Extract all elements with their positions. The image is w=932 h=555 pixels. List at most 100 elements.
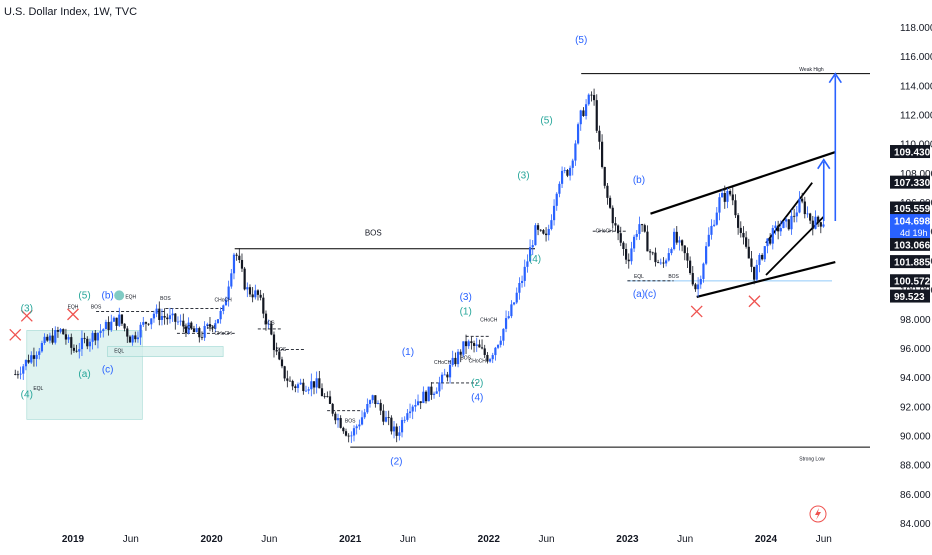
candle-body [488,359,492,362]
candle-body [48,335,52,341]
candle-body [707,234,710,247]
candle-body [438,382,441,392]
y-tick-label: 90.000 [900,431,931,442]
candle-body [817,216,820,223]
candle-body [46,336,49,341]
candle-body [571,160,574,168]
candle-body [174,313,177,322]
candle-body [574,143,577,161]
candle-body [803,201,806,215]
candle-body [216,319,220,324]
wave-label: (1) [402,347,414,358]
candle-body [422,391,425,404]
candle-body [368,400,372,405]
candle-body [104,321,108,330]
candle-body [214,323,217,329]
candle-body [91,332,94,342]
candle-body [451,357,454,365]
candle-body [211,326,214,329]
current-price-box [890,214,930,239]
structure-small-label: CHoCH [596,229,614,235]
wave-label: (1) [460,306,472,317]
candle-body [675,231,678,243]
candle-body [705,246,708,264]
candle-body [713,224,716,226]
candle-body [326,396,329,398]
candle-body [334,413,337,421]
candle-body [182,320,185,327]
candle-body [472,343,476,346]
candle-body [414,405,417,407]
candle-body [742,232,745,238]
candle-body [40,342,44,352]
candle-body [643,225,646,232]
candle-body [411,406,414,412]
candle-body [809,213,812,221]
structure-small-label: EQH [125,294,136,300]
structure-small-label: EQL [634,274,644,280]
candle-body [459,351,462,355]
wave-label: (2) [471,378,483,389]
target-arrow-high-head [828,72,842,84]
candle-body [638,224,641,234]
x-mark-icon [748,295,761,308]
y-tick-label: 86.000 [900,490,931,501]
candle-body [227,286,230,300]
candle-body [176,321,180,323]
candle-body [611,207,614,224]
candle-body [376,402,380,405]
structure-label: BOS [365,229,382,238]
price-label-box [890,175,930,189]
candle-body [147,323,150,325]
wave-label: (b) [102,290,114,301]
demand-zone-box [107,346,224,357]
layer-lines [96,72,870,448]
candle-body [304,390,308,392]
structure-small-label: EQL [114,348,124,354]
candle-body [627,259,630,262]
candle-body [43,336,46,343]
candle-body [798,198,801,213]
candle-body [608,197,612,208]
structure-label: Weak High [799,67,824,73]
candle-body [691,273,694,285]
layer-candles [14,88,825,443]
candle-body [480,347,484,349]
candle-body [550,220,553,230]
candle-body [115,317,118,326]
candle-body [400,420,404,433]
candle-body [246,287,249,290]
candle-body [363,412,366,418]
candle-body [80,337,84,350]
structure-small-label: EQL [183,325,193,331]
candle-body [342,427,345,432]
candle-body [235,254,238,256]
candle-body [142,322,145,325]
candle-body [435,391,438,394]
candle-body [403,419,406,421]
candle-body [590,94,593,96]
candle-body [547,229,550,236]
candle-body [120,314,124,324]
candle-body [761,254,764,260]
candle-body [753,266,756,280]
structure-small-label: EQL [207,325,217,331]
structure-small-label: CHoCH [469,359,487,365]
x-tick-label: 2020 [200,534,223,545]
price-label-box [890,145,930,159]
x-mark-icon [67,308,79,321]
wave-label: (5) [78,290,90,301]
candle-body [384,417,388,422]
y-tick-label: 94.000 [900,373,931,384]
candle-body [134,335,137,340]
candle-body [299,382,302,385]
y-tick-label: 84.000 [900,519,931,530]
candle-body [312,381,316,388]
candle-body [275,350,278,352]
candle-body [496,344,500,348]
candle-body [251,294,254,298]
candle-body [171,313,174,316]
wave-label: (5) [540,115,552,126]
